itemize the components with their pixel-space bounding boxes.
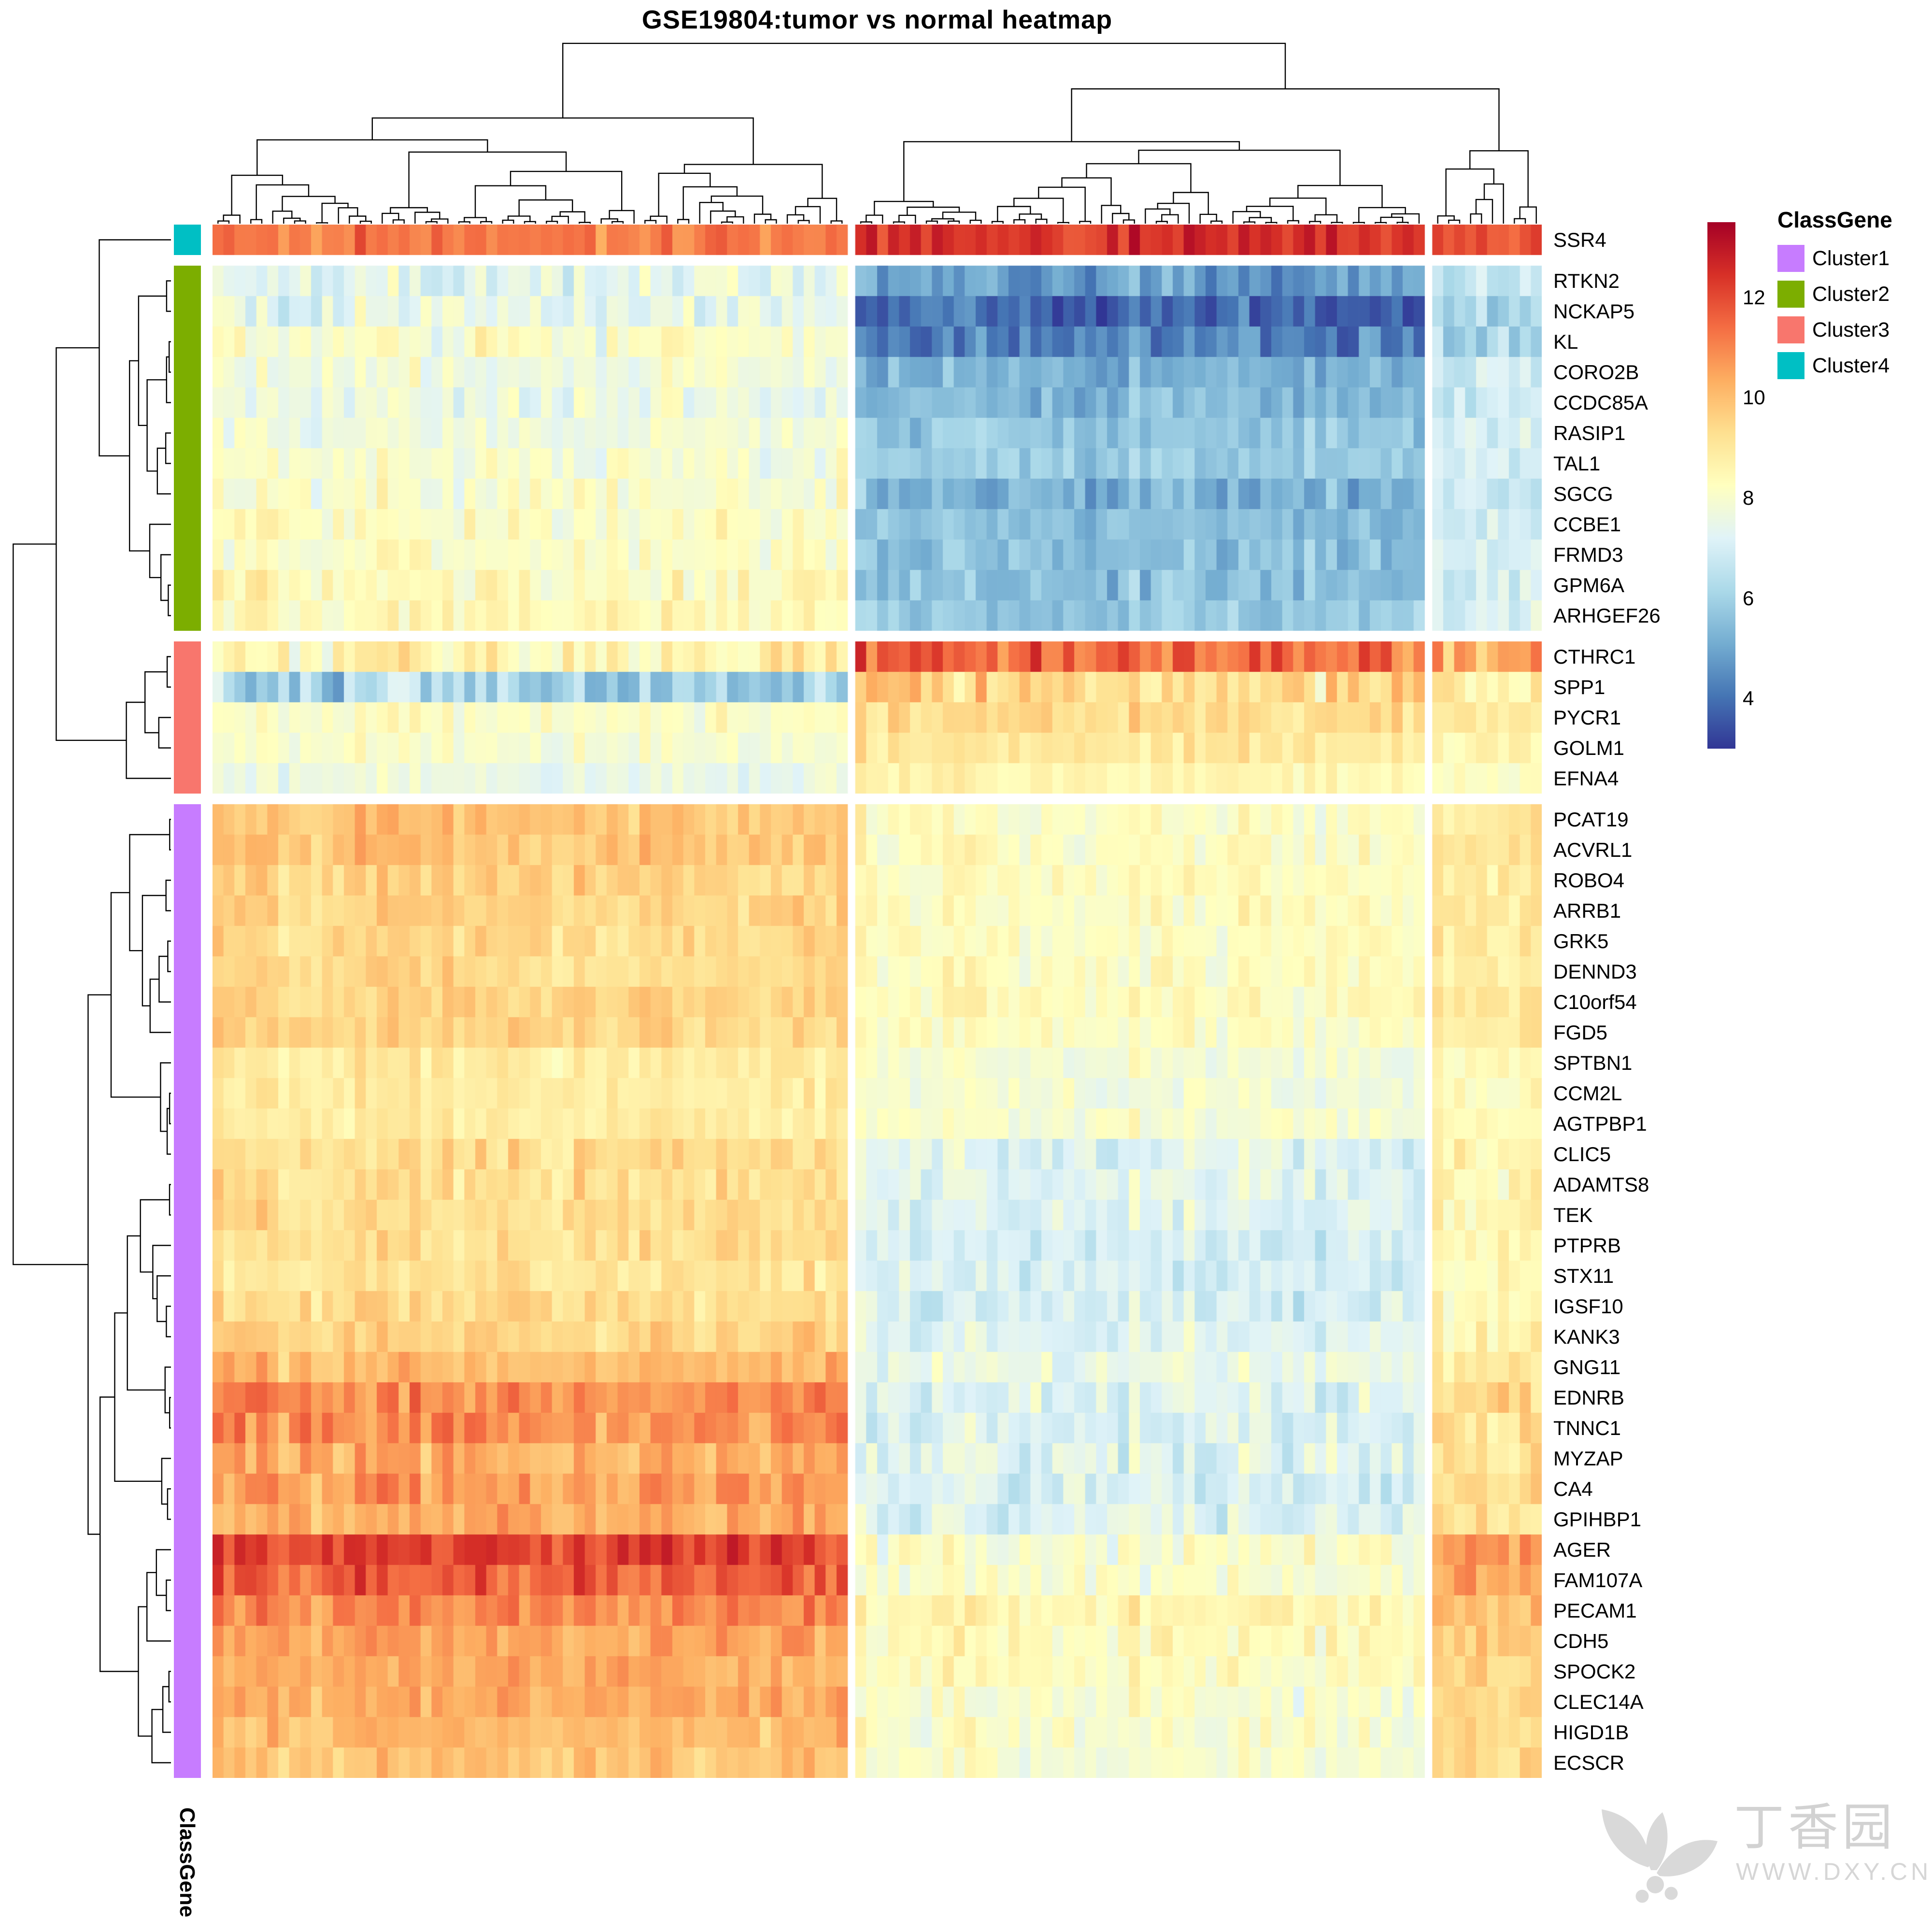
cluster-label: Cluster3 <box>1812 318 1890 341</box>
heatmap-grid <box>213 225 1542 1778</box>
gene-label: SGCG <box>1553 482 1613 505</box>
gene-label: PECAM1 <box>1553 1599 1637 1622</box>
gene-label: SPTBN1 <box>1553 1051 1633 1074</box>
cluster-swatch <box>1777 245 1804 272</box>
gene-label: FAM107A <box>1553 1568 1643 1591</box>
watermark: 丁香园 WWW.DXY.CN <box>1584 1777 1932 1932</box>
gene-label: CLIC5 <box>1553 1142 1611 1165</box>
gene-label: PTPRB <box>1553 1234 1621 1257</box>
dendrogram-lines <box>13 239 171 1763</box>
annotation-axis-label: ClassGene <box>175 1807 199 1918</box>
row-annotation-Cluster3 <box>174 641 201 794</box>
gene-label: HIGD1B <box>1553 1720 1629 1744</box>
gene-label: AGER <box>1553 1538 1611 1561</box>
gene-label: AGTPBP1 <box>1553 1112 1647 1135</box>
watermark-text-cn: 丁香园 <box>1734 1800 1897 1856</box>
gene-label: TEK <box>1553 1203 1593 1226</box>
row-annotation-Cluster2 <box>174 266 201 631</box>
gene-label: SPOCK2 <box>1553 1660 1636 1683</box>
gene-label: SPP1 <box>1553 675 1605 698</box>
gene-label: SSR4 <box>1553 228 1606 251</box>
gene-label: NCKAP5 <box>1553 299 1635 323</box>
gene-label: STX11 <box>1553 1264 1614 1287</box>
gene-label: FRMD3 <box>1553 543 1623 566</box>
gene-label: CTHRC1 <box>1553 645 1636 668</box>
cluster-swatch <box>1777 281 1804 308</box>
legend-item-cluster3: Cluster3 <box>1777 316 1889 344</box>
gene-label: GNG11 <box>1553 1355 1621 1378</box>
gene-label: FGD5 <box>1553 1021 1608 1044</box>
gene-label: ARRB1 <box>1553 899 1621 922</box>
gene-label: GPM6A <box>1553 573 1625 597</box>
legend-tick: 12 <box>1743 285 1765 309</box>
gene-label: ARHGEF26 <box>1553 604 1661 627</box>
watermark-text-url: WWW.DXY.CN <box>1736 1858 1932 1885</box>
gene-label: CDH5 <box>1553 1629 1609 1652</box>
legend-tick: 10 <box>1743 386 1765 409</box>
cluster-label: Cluster4 <box>1812 354 1890 377</box>
gene-label: TNNC1 <box>1553 1416 1621 1439</box>
gene-label: KANK3 <box>1553 1325 1620 1348</box>
legend-tick: 6 <box>1743 586 1754 610</box>
legend-item-cluster2: Cluster2 <box>1777 280 1889 308</box>
gene-label: RTKN2 <box>1553 269 1619 292</box>
gene-label: MYZAP <box>1553 1447 1623 1470</box>
gene-label: CCM2L <box>1553 1081 1622 1105</box>
gene-label: CLEC14A <box>1553 1690 1644 1713</box>
gene-label: PYCR1 <box>1553 706 1621 729</box>
gene-label: DENND3 <box>1553 960 1637 983</box>
gene-label: ROBO4 <box>1553 868 1625 892</box>
legend-tick: 8 <box>1743 486 1754 509</box>
gene-label: KL <box>1553 330 1578 353</box>
legend-colorbar <box>1707 222 1735 749</box>
gene-label: IGSF10 <box>1553 1294 1623 1318</box>
gene-label: TAL1 <box>1553 452 1601 475</box>
gene-label: ADAMTS8 <box>1553 1173 1649 1196</box>
page-title: GSE19804:tumor vs normal heatmap <box>641 5 1113 34</box>
row-annotation-Cluster1 <box>174 804 201 1778</box>
gene-label: ECSCR <box>1553 1751 1625 1774</box>
cluster-label: Cluster2 <box>1812 282 1890 306</box>
gene-label: PCAT19 <box>1553 808 1629 831</box>
gene-label: ACVRL1 <box>1553 838 1633 861</box>
gene-label: CORO2B <box>1553 360 1639 384</box>
cluster-label: Cluster1 <box>1812 246 1890 270</box>
gene-label: EDNRB <box>1553 1386 1625 1409</box>
legend-item-cluster1: Cluster1 <box>1777 244 1889 272</box>
cluster-swatch <box>1777 316 1804 343</box>
gene-label: CA4 <box>1553 1477 1593 1500</box>
legend-tick: 4 <box>1743 687 1754 710</box>
gene-label: CCDC85A <box>1553 391 1648 414</box>
legend-item-cluster4: Cluster4 <box>1777 352 1889 380</box>
gene-label: EFNA4 <box>1553 767 1619 790</box>
cluster-swatch <box>1777 352 1804 379</box>
legend-title: ClassGene <box>1777 207 1892 232</box>
gene-label: GRK5 <box>1553 929 1609 952</box>
dendrogram-lines <box>217 43 1537 224</box>
row-dendrogram <box>13 239 171 1763</box>
column-dendrogram <box>217 43 1537 224</box>
row-annotation-Cluster4 <box>174 225 201 255</box>
gene-label: GPIHBP1 <box>1553 1507 1642 1531</box>
gene-label: CCBE1 <box>1553 512 1621 536</box>
watermark-logo-icon <box>1602 1809 1718 1903</box>
gene-label: GOLM1 <box>1553 736 1625 759</box>
gene-label: RASIP1 <box>1553 421 1626 444</box>
gene-label: C10orf54 <box>1553 990 1637 1013</box>
